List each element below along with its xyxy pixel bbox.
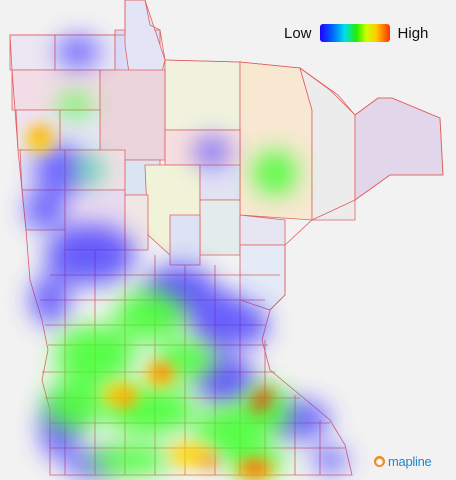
brand-name: mapline: [388, 454, 432, 469]
county: [199, 164, 241, 201]
heat-layer: [25, 35, 348, 478]
county: [199, 199, 241, 256]
legend-high-label: High: [397, 24, 429, 42]
county: [169, 214, 201, 266]
county: [59, 109, 101, 151]
county: [354, 97, 444, 201]
county: [9, 34, 56, 71]
county: [239, 214, 286, 246]
county: [164, 59, 241, 131]
mapline-pin-icon: ◉: [374, 456, 385, 467]
mapline-logo: ◉ mapline: [374, 454, 432, 469]
county: [299, 67, 356, 221]
county: [124, 194, 149, 251]
legend-low-label: Low: [284, 24, 312, 42]
legend-gradient-bar: [319, 24, 390, 42]
county: [99, 69, 166, 161]
legend: Low High: [284, 22, 428, 44]
county: [239, 61, 313, 221]
